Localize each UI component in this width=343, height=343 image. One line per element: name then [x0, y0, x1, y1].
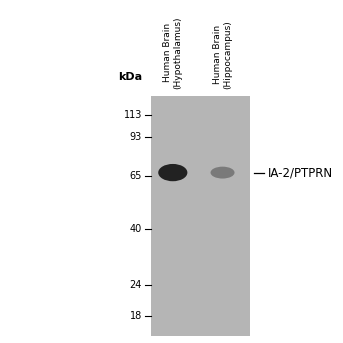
Text: kDa: kDa	[118, 72, 142, 82]
Ellipse shape	[211, 167, 235, 179]
Text: Human Brain
(Hypothalamus): Human Brain (Hypothalamus)	[163, 17, 182, 89]
Text: Human Brain
(Hippocampus): Human Brain (Hippocampus)	[213, 21, 232, 89]
Text: 24: 24	[130, 280, 142, 290]
Bar	[151, 96, 250, 336]
Text: IA-2/PTPRN: IA-2/PTPRN	[268, 166, 333, 179]
Text: 93: 93	[130, 132, 142, 142]
Text: 113: 113	[123, 110, 142, 120]
Ellipse shape	[158, 164, 187, 181]
Text: 18: 18	[130, 311, 142, 321]
Text: 40: 40	[130, 224, 142, 234]
Text: 65: 65	[130, 171, 142, 181]
